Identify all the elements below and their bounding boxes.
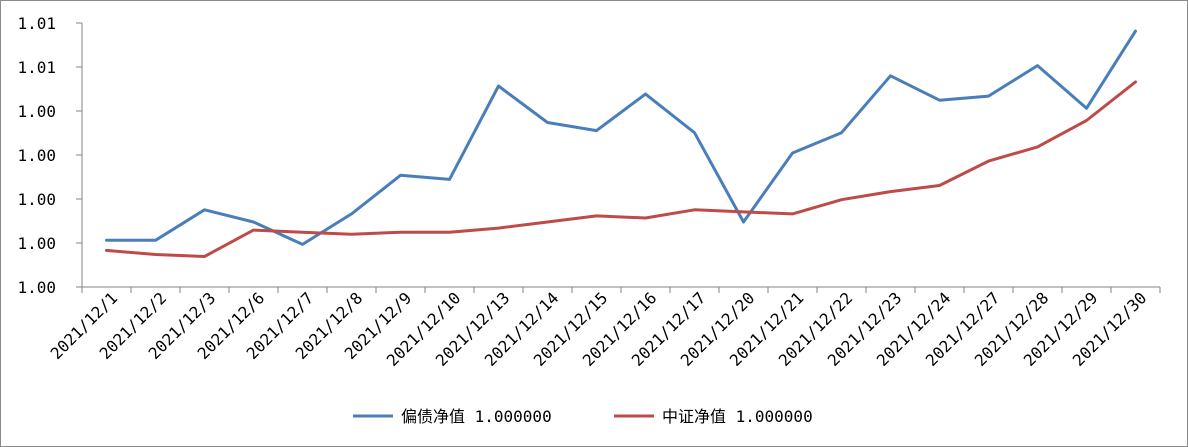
- y-tick-label: 1.00: [17, 190, 56, 209]
- x-axis: 2021/12/12021/12/22021/12/32021/12/62021…: [47, 286, 1161, 370]
- y-tick-label: 1.00: [17, 102, 56, 121]
- y-tick-label: 1.00: [17, 234, 56, 253]
- y-tick-label: 1.01: [17, 14, 56, 33]
- series-line-csi-nav: [105, 80, 1137, 258]
- legend-label-csi-nav: 中证净值 1.000000: [662, 407, 813, 426]
- series-layer: [105, 29, 1137, 258]
- legend-label-bond-nav: 偏债净值 1.000000: [401, 407, 552, 426]
- y-tick-label: 1.00: [17, 146, 56, 165]
- y-tick-label: 1.01: [17, 58, 56, 77]
- series-line-bond-nav: [105, 29, 1137, 246]
- legend: 偏债净值 1.000000 中证净值 1.000000: [353, 407, 813, 426]
- y-axis: 1.00 1.00 1.00 1.00 1.00 1.01 1.01: [17, 14, 83, 297]
- y-tick-label: 1.00: [17, 278, 56, 297]
